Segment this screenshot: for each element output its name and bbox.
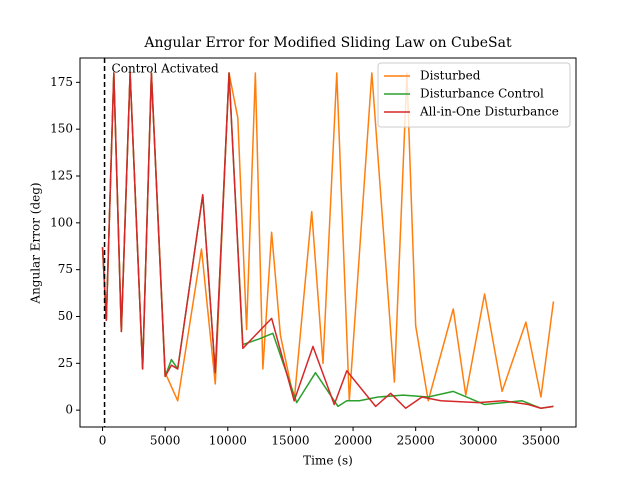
x-tick-label: 15000 (271, 434, 309, 448)
annotation: Control Activated (112, 62, 219, 76)
x-tick-label: 20000 (334, 434, 372, 448)
axes-frame (79, 57, 577, 428)
y-axis-label: Angular Error (deg) (29, 182, 43, 304)
x-tick-label: 10000 (209, 434, 247, 448)
y-tick-label: 75 (58, 262, 73, 276)
y-tick-label: 100 (50, 215, 73, 229)
y-tick-label: 25 (58, 356, 73, 370)
series-line (101, 72, 554, 410)
y-tick-label: 150 (50, 122, 73, 136)
x-tick-label: 0 (99, 434, 107, 448)
legend-box (377, 62, 571, 128)
y-tick-label: 50 (58, 309, 73, 323)
legend-label: Disturbance Control (420, 87, 544, 101)
y-tick-label: 125 (50, 169, 73, 183)
x-axis-label: Time (s) (303, 454, 353, 468)
legend-label: All-in-One Disturbance (419, 105, 559, 119)
x-tick-label: 5000 (150, 434, 181, 448)
y-tick-label: 175 (50, 75, 73, 89)
legend-label: Disturbed (420, 69, 481, 83)
chart-title: Angular Error for Modified Sliding Law o… (143, 35, 512, 51)
x-tick-label: 25000 (397, 434, 435, 448)
x-tick-label: 35000 (522, 434, 560, 448)
y-tick-label: 0 (65, 403, 73, 417)
x-tick-label: 30000 (459, 434, 497, 448)
